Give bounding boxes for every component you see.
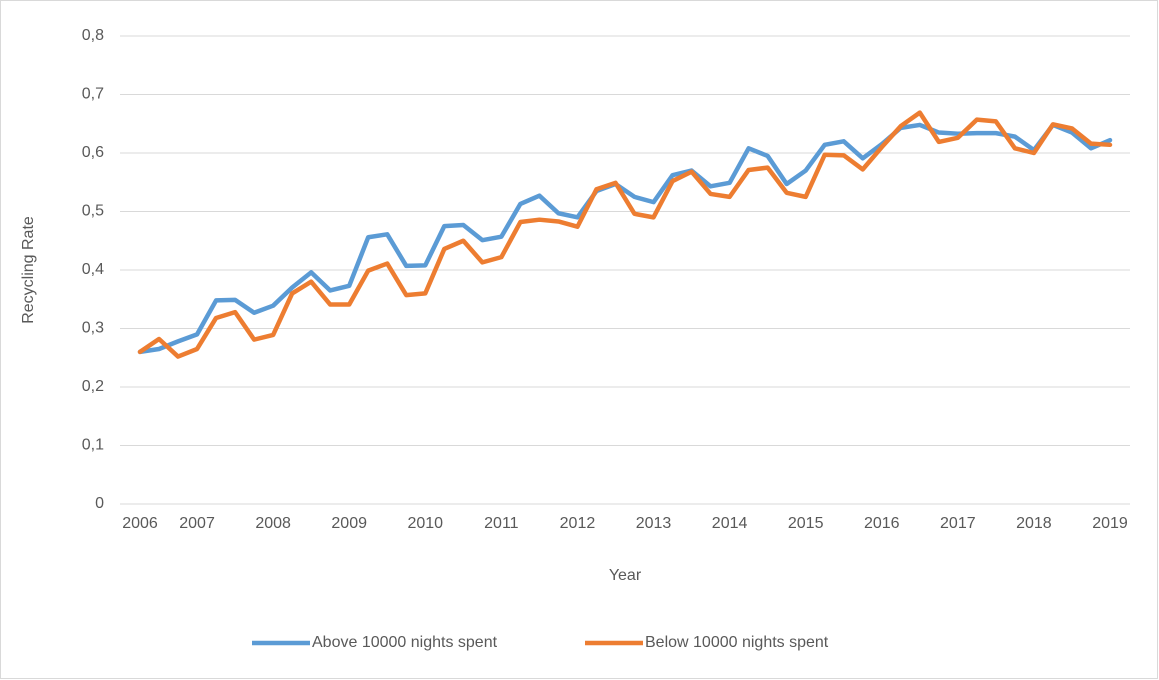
data-line [137, 122, 1113, 355]
x-tick-label: 2011 [484, 515, 519, 532]
x-tick-label: 2012 [560, 515, 596, 532]
x-tick-label: 2017 [940, 515, 976, 532]
x-tick-label: 2008 [255, 515, 291, 532]
y-tick-label: 0,5 [82, 203, 104, 220]
x-tick-label: 2007 [179, 515, 215, 532]
x-axis-label: Year [609, 567, 642, 584]
y-axis-label: Recycling Rate [20, 216, 37, 324]
x-tick-label: 2006 [122, 515, 158, 532]
y-tick-label: 0,1 [82, 437, 104, 454]
x-tick-label: 2013 [636, 515, 672, 532]
data-line [137, 110, 1113, 359]
legend-label: Below 10000 nights spent [645, 634, 829, 651]
x-tick-label: 2019 [1092, 515, 1128, 532]
y-tick-label: 0,8 [82, 27, 104, 44]
y-tick-label: 0,3 [82, 320, 104, 337]
y-tick-label: 0 [95, 495, 104, 512]
legend-label: Above 10000 nights spent [312, 634, 498, 651]
x-tick-label: 2014 [712, 515, 748, 532]
y-tick-label: 0,6 [82, 144, 104, 161]
x-tick-label: 2010 [407, 515, 443, 532]
y-tick-label: 0,2 [82, 378, 104, 395]
y-tick-label: 0,4 [82, 261, 104, 278]
x-tick-label: 2018 [1016, 515, 1052, 532]
x-tick-label: 2015 [788, 515, 824, 532]
x-tick-label: 2009 [331, 515, 367, 532]
y-tick-label: 0,7 [82, 86, 104, 103]
x-tick-label: 2016 [864, 515, 900, 532]
